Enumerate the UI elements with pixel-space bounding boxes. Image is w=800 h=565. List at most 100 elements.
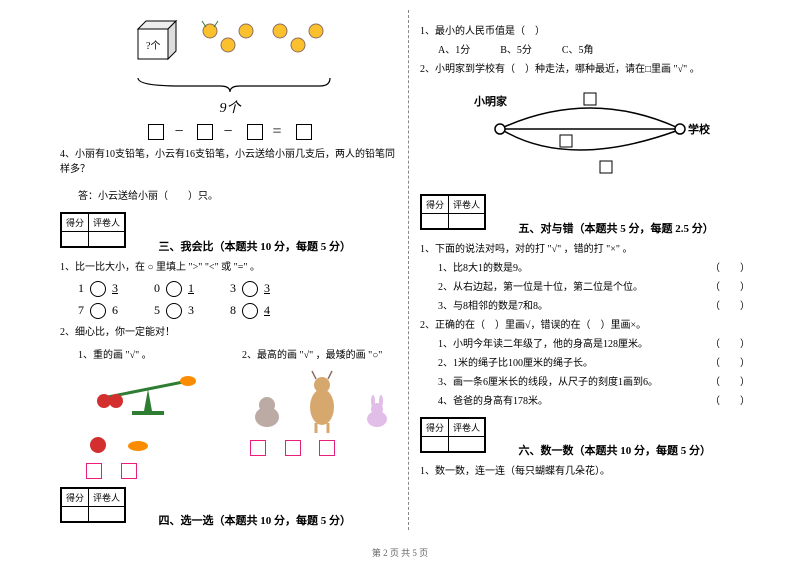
sec5-i2: 2、从右边起，第一位是十位，第二位是个位。 （ ） (420, 280, 760, 295)
balance-block: 1、重的画 "√" 。 (78, 344, 218, 479)
cmp-v: 5 (154, 303, 160, 318)
score-box-5: 得分评卷人 (420, 194, 486, 230)
item-text: 2、1米的绳子比100厘米的绳子长。 (438, 358, 593, 369)
sec5-i1: 1、比8大1的数是9。 （ ） (420, 261, 760, 276)
item-text: 2、从右边起，第一位是十位，第二位是个位。 (438, 282, 643, 293)
right-column: 1、最小的人民币值是（ ） A、1分 B、5分 C、5角 2、小明家到学校有（ … (420, 20, 760, 483)
section6-title: 六、数一数（本题共 10 分，每题 5 分） (519, 442, 712, 458)
cmp-v: 3 (264, 281, 270, 296)
item-text: 4、爸爸的身高有178米。 (438, 396, 548, 407)
q4-answer: 答：小云送给小丽（ ）只。 (60, 189, 400, 204)
item-text: 3、与8相邻的数是7和8。 (438, 301, 548, 312)
balance-answer-boxes (78, 463, 218, 479)
sec5-q1: 1、下面的说法对吗，对的打 "√" ，错的打 "×" 。 (420, 242, 760, 257)
compare-circle[interactable] (242, 303, 258, 319)
figure-cube-bees: ?个 9个 (60, 11, 400, 117)
score-box-6: 得分评卷人 (420, 417, 486, 453)
compare-circle[interactable] (166, 281, 182, 297)
compare-row-2: 76 53 84 (60, 303, 400, 319)
cmp-v: 0 (154, 281, 160, 296)
compare-row-1: 1 3 0 1 3 3 (60, 281, 400, 297)
balance-svg (78, 367, 218, 427)
sec5-2i2: 2、1米的绳子比100厘米的绳子长。 （ ） (420, 356, 760, 371)
answer-box[interactable] (86, 463, 102, 479)
apple-carrot-svg (78, 430, 218, 460)
left-column: ?个 9个 − − = (60, 5, 400, 534)
cmp-v: 3 (188, 303, 194, 318)
section4-header: 得分评卷人 四、选一选（本题共 10 分，每题 5 分） (60, 487, 400, 529)
section5-header: 得分评卷人 五、对与错（本题共 5 分，每题 2.5 分） (420, 194, 760, 236)
sec3-q2-row: 1、重的画 "√" 。 2、 (60, 344, 400, 479)
route-svg: 小明家 学校 (460, 83, 720, 183)
sec3-q2: 2、细心比，你一定能对！ (60, 325, 400, 340)
paren[interactable]: （ ） (710, 280, 750, 295)
section5-title: 五、对与错（本题共 5 分，每题 2.5 分） (519, 220, 714, 236)
brace-label: 9个 (60, 97, 400, 117)
score-col-1: 得分 (62, 214, 89, 232)
compare-circle[interactable] (90, 303, 106, 319)
item-text: 1、比8大1的数是9。 (438, 263, 528, 274)
sec5-i3: 3、与8相邻的数是7和8。 （ ） (420, 299, 760, 314)
compare-circle[interactable] (166, 303, 182, 319)
page-footer: 第 2 页 共 5 页 (0, 546, 800, 559)
score-box-4: 得分评卷人 (60, 487, 126, 523)
animals-answer-boxes (242, 440, 402, 456)
paren[interactable]: （ ） (710, 299, 750, 314)
sec5-2i4: 4、爸爸的身高有178米。 （ ） (420, 394, 760, 409)
compare-circle[interactable] (90, 281, 106, 297)
cmp-v: 6 (112, 303, 118, 318)
label-home: 小明家 (473, 94, 508, 108)
section3-header: 得分评卷人 三、我会比（本题共 10 分，每题 5 分） (60, 212, 400, 254)
animals-block: 2、最高的画 "√" ，最矮的画 "○" (242, 344, 402, 456)
paren[interactable]: （ ） (710, 337, 750, 352)
cmp-v: 1 (188, 281, 194, 296)
q4-text: 4、小丽有10支铅笔，小云有16支铅笔，小云送给小丽几支后，两人的铅笔同样多？ (60, 147, 400, 177)
r-q2: 2、小明家到学校有（ ）种走法，哪种最近，请在□里画 "√" 。 (420, 62, 760, 77)
cube-bees-svg: ?个 (120, 11, 340, 71)
cmp-v: 3 (230, 281, 236, 296)
cmp-v: 1 (78, 281, 84, 296)
brace-svg (120, 74, 340, 94)
r-q1-opts: A、1分 B、5分 C、5角 (420, 43, 760, 58)
cube-label: ?个 (146, 40, 160, 52)
item-text: 3、画一条6厘米长的线段，从尺子的刻度1画到6。 (438, 377, 658, 388)
section3-title: 三、我会比（本题共 10 分，每题 5 分） (159, 238, 352, 254)
paren[interactable]: （ ） (710, 261, 750, 276)
score-col-1: 得分 (422, 418, 449, 436)
score-box-3: 得分评卷人 (60, 212, 126, 248)
item-text: 1、小明今年读二年级了，他的身高是128厘米。 (438, 339, 648, 350)
blank-equation: − − = (60, 123, 400, 141)
sec3-q2b: 2、最高的画 "√" ，最矮的画 "○" (242, 348, 402, 363)
route-figure: 小明家 学校 (420, 83, 760, 186)
bees-group (202, 21, 323, 52)
sec3-q1: 1、比一比大小，在 ○ 里填上 ">" "<" 或 "=" 。 (60, 260, 400, 275)
score-col-1: 得分 (422, 196, 449, 214)
cmp-v: 4 (264, 303, 270, 318)
answer-box[interactable] (319, 440, 335, 456)
sec5-2i1: 1、小明今年读二年级了，他的身高是128厘米。 （ ） (420, 337, 760, 352)
label-school: 学校 (688, 122, 711, 136)
paren[interactable]: （ ） (710, 394, 750, 409)
sec3-q2a: 1、重的画 "√" 。 (78, 348, 218, 363)
section4-title: 四、选一选（本题共 10 分，每题 5 分） (159, 512, 352, 528)
cmp-v: 3 (112, 281, 118, 296)
answer-box[interactable] (250, 440, 266, 456)
score-col-1: 得分 (62, 488, 89, 506)
answer-box[interactable] (121, 463, 137, 479)
sec6-q1: 1、数一数，连一连（每只蝴蝶有几朵花）。 (420, 464, 760, 479)
section6-header: 得分评卷人 六、数一数（本题共 10 分，每题 5 分） (420, 417, 760, 459)
animals-svg (242, 367, 402, 437)
score-col-2: 评卷人 (449, 418, 485, 436)
r-q1: 1、最小的人民币值是（ ） (420, 24, 760, 39)
compare-circle[interactable] (242, 281, 258, 297)
paren[interactable]: （ ） (710, 356, 750, 371)
sec5-q2: 2、正确的在（ ）里画√，错误的在（ ）里画×。 (420, 318, 760, 333)
column-divider (408, 10, 409, 530)
sec3-q1-text: 1、比一比大小，在 ○ 里填上 ">" "<" 或 "=" 。 (60, 262, 260, 273)
score-col-2: 评卷人 (89, 488, 125, 506)
sec5-2i3: 3、画一条6厘米长的线段，从尺子的刻度1画到6。 （ ） (420, 375, 760, 390)
score-col-2: 评卷人 (449, 196, 485, 214)
cmp-v: 8 (230, 303, 236, 318)
answer-box[interactable] (285, 440, 301, 456)
paren[interactable]: （ ） (710, 375, 750, 390)
